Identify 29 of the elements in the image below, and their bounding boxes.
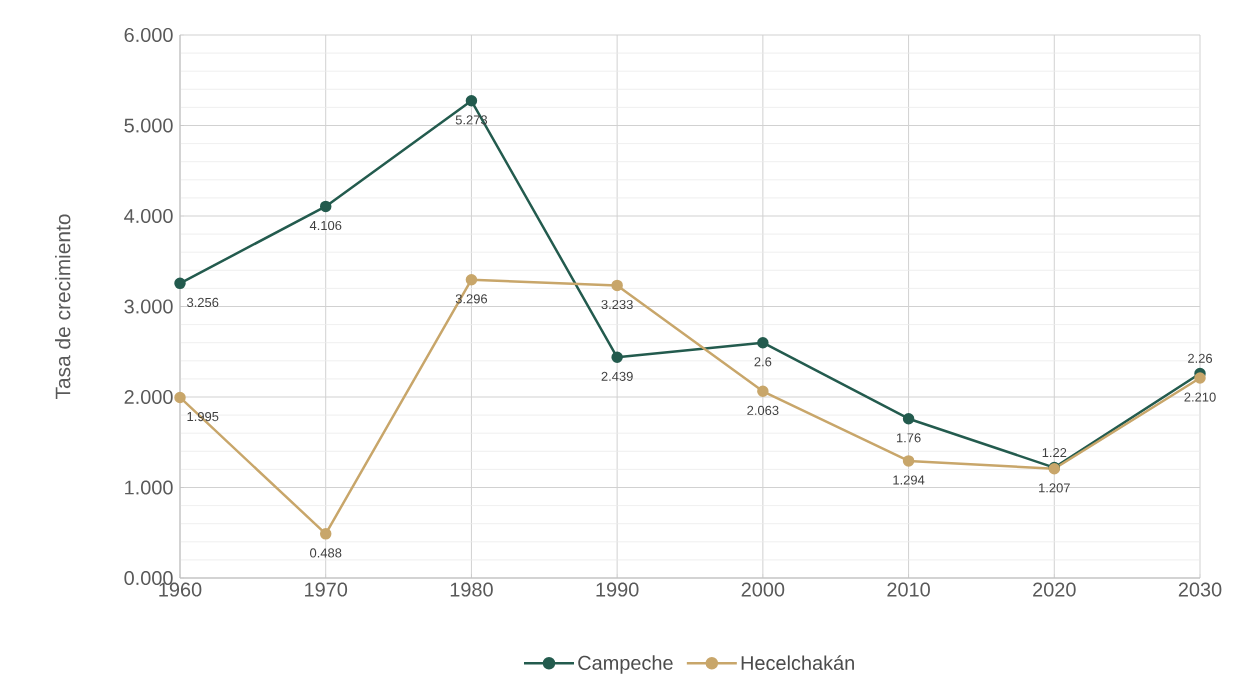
x-tick-label: 2000 bbox=[741, 582, 785, 597]
legend-label: Hecelchakán bbox=[741, 655, 854, 671]
x-tick-label: 2030 bbox=[1178, 582, 1222, 597]
x-tick-label: 1990 bbox=[596, 582, 639, 597]
data-label: 4.106 bbox=[309, 220, 342, 231]
x-tick-label: 1970 bbox=[305, 582, 348, 597]
data-label: 3.233 bbox=[601, 299, 633, 310]
data-label: 1.207 bbox=[1039, 483, 1070, 493]
legend-label: Campeche bbox=[578, 655, 673, 674]
data-label: 1.76 bbox=[896, 433, 921, 443]
data-label: 2.6 bbox=[754, 357, 772, 367]
data-label: 0.488 bbox=[310, 548, 342, 558]
x-tick-label: 2010 bbox=[887, 582, 930, 597]
y-tick-label: 5.000 bbox=[124, 118, 173, 133]
data-label: 2.063 bbox=[747, 405, 779, 415]
data-label: 2.210 bbox=[1184, 392, 1216, 402]
y-tick-label: 4.000 bbox=[124, 208, 173, 224]
y-tick-label: 2.000 bbox=[124, 389, 173, 405]
data-label: 2.26 bbox=[1188, 353, 1213, 363]
y-axis-title: Tasa de crecimiento bbox=[55, 214, 71, 400]
data-label: 1.294 bbox=[893, 475, 925, 485]
y-tick-label: 1.000 bbox=[125, 480, 173, 495]
x-tick-label: 1980 bbox=[450, 582, 493, 597]
y-tick-label: 3.000 bbox=[124, 299, 173, 314]
data-label: 2.439 bbox=[601, 371, 633, 381]
data-label: 1.22 bbox=[1042, 448, 1067, 458]
data-label: 3.256 bbox=[187, 297, 219, 308]
x-tick-label: 2020 bbox=[1033, 582, 1076, 597]
y-tick-label: 6.000 bbox=[124, 27, 173, 43]
